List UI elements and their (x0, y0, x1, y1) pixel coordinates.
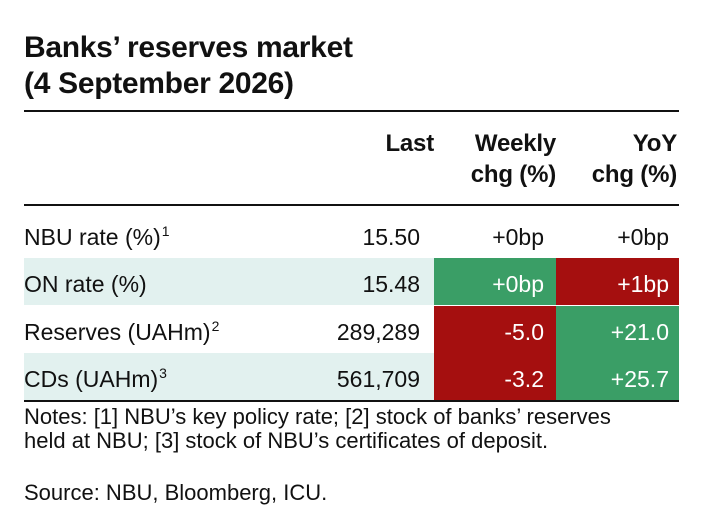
cell-weekly-change: +0bp (434, 258, 556, 305)
row-label-text: NBU rate (%) (24, 224, 161, 250)
row-label: NBU rate (%)1 (24, 223, 170, 250)
column-header-last: Last (330, 128, 434, 159)
table-row-cds: CDs (UAHm)3 561,709 -3.2 +25.7 (24, 353, 679, 400)
title-line-1: Banks’ reserves market (24, 31, 353, 64)
footnote-marker: 3 (159, 365, 167, 381)
cell-last: 561,709 (336, 366, 420, 392)
column-header-yoy: YoY chg (%) (556, 128, 677, 190)
cell-yoy-change: +21.0 (556, 306, 679, 353)
notes-line-2: held at NBU; [3] stock of NBU’s certific… (24, 428, 549, 453)
column-header-weekly-line1: Weekly (474, 130, 556, 157)
column-header-weekly-line2: chg (%) (470, 161, 556, 188)
footnote-marker: 2 (211, 318, 220, 334)
column-header-yoy-line1: YoY (632, 130, 677, 157)
header-divider (24, 204, 679, 206)
table-row-nbu-rate: NBU rate (%)1 15.50 +0bp +0bp (24, 211, 679, 258)
row-label: Reserves (UAHm)2 (24, 318, 220, 345)
cell-yoy-change: +25.7 (556, 353, 679, 400)
cell-last: 15.48 (362, 271, 420, 297)
column-header-last-label: Last (385, 130, 434, 157)
notes-line-1: Notes: [1] NBU’s key policy rate; [2] st… (24, 404, 611, 429)
footnote-marker: 1 (161, 223, 170, 239)
top-divider (24, 110, 679, 112)
title-line-2: (4 September 2026) (24, 67, 294, 100)
table-row-reserves: Reserves (UAHm)2 289,289 -5.0 +21.0 (24, 306, 679, 353)
row-label-text: ON rate (%) (24, 271, 147, 297)
row-label-text: CDs (UAHm) (24, 366, 159, 392)
table-notes: Notes: [1] NBU’s key policy rate; [2] st… (24, 405, 684, 453)
bottom-divider (24, 400, 679, 402)
table-row-on-rate: ON rate (%) 15.48 +0bp +1bp (24, 258, 679, 305)
table-title: Banks’ reserves market (4 September 2026… (24, 30, 353, 102)
cell-weekly-change: +0bp (492, 224, 544, 250)
cell-last: 289,289 (336, 319, 420, 345)
column-header-weekly: Weekly chg (%) (434, 128, 556, 190)
row-label: CDs (UAHm)3 (24, 365, 167, 392)
row-label: ON rate (%) (24, 271, 147, 297)
cell-weekly-change: -5.0 (434, 306, 556, 353)
cell-yoy-change: +1bp (556, 258, 679, 305)
source-note: Source: NBU, Bloomberg, ICU. (24, 480, 328, 505)
column-header-yoy-line2: chg (%) (591, 161, 677, 188)
cell-yoy-change: +0bp (617, 224, 669, 250)
cell-weekly-change: -3.2 (434, 353, 556, 400)
cell-last: 15.50 (362, 224, 420, 250)
row-label-text: Reserves (UAHm) (24, 319, 211, 345)
